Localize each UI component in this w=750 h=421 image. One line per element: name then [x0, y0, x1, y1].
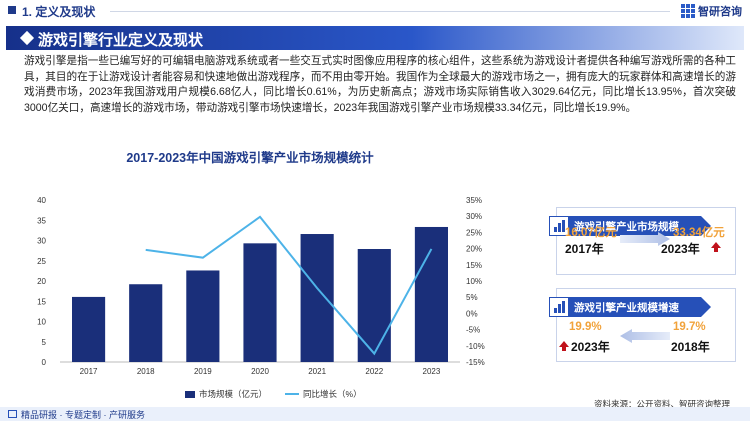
diamond-icon — [19, 30, 35, 46]
bar-2021 — [300, 234, 334, 362]
section-banner: 游戏引擎行业定义及现状 — [6, 26, 744, 50]
x-tick-label: 2018 — [137, 367, 155, 376]
bar-2018 — [129, 284, 163, 362]
market-size-2023-year: 2023年 — [661, 242, 700, 256]
y-right-tick-label: 15% — [466, 261, 482, 270]
source-note: 资料来源：公开资料、智研咨询整理 — [593, 399, 730, 409]
arrow-right-icon — [620, 232, 670, 246]
x-tick-label: 2023 — [423, 367, 441, 376]
x-tick-label: 2022 — [365, 367, 383, 376]
y-left-tick-label: 15 — [37, 297, 46, 306]
chart-title: 2017-2023年中国游戏引擎产业市场规模统计 — [126, 151, 374, 165]
section-marker-icon — [8, 6, 16, 14]
up-arrow-icon — [711, 242, 721, 252]
y-left-tick-label: 25 — [37, 257, 46, 266]
market-size-2017-year: 2017年 — [565, 242, 604, 256]
bar-2022 — [357, 249, 391, 362]
y-left-tick-label: 0 — [42, 358, 47, 367]
growth-2018-year: 2018年 — [671, 340, 710, 354]
growth-rate-card: 游戏引擎产业规模增速 19.9% 2023年 19.7% 2018年 — [549, 288, 736, 362]
brand-logo-icon — [681, 4, 695, 18]
market-size-chart: 0 5 10 15 20 25 30 35 40 -15% -10% -5% 0% 5% 10% 15% 20%… — [37, 196, 485, 376]
banner-title: 游戏引擎行业定义及现状 — [38, 32, 204, 49]
legend-item-line: 同比增长（%） — [285, 388, 362, 400]
y-right-tick-label: -15% — [466, 358, 485, 367]
y-right-tick-label: -5% — [466, 326, 480, 335]
brand-name: 智研咨询 — [698, 6, 742, 18]
legend-line-swatch — [285, 393, 300, 395]
bar-chart-icon — [549, 297, 569, 317]
footer-text: 精品研报 · 专题定制 · 产研服务 — [21, 410, 145, 420]
legend-item-bar: 市场规模（亿元） — [185, 388, 267, 400]
legend-bar-swatch — [185, 390, 195, 398]
y-right-tick-label: 25% — [466, 228, 482, 237]
bar-2020 — [243, 243, 277, 362]
y-left-tick-label: 20 — [37, 277, 46, 286]
y-right-tick-label: 10% — [466, 277, 482, 286]
y-left-tick-label: 5 — [42, 338, 47, 347]
market-size-2023-value: 33.34亿元 — [673, 227, 725, 239]
footer-bar: 精品研报 · 专题定制 · 产研服务 — [0, 407, 750, 421]
report-icon — [8, 410, 17, 418]
arrow-left-icon — [620, 329, 670, 343]
growth-rate-line — [145, 215, 433, 356]
legend-line-label: 同比增长（%） — [303, 389, 362, 399]
y-left-tick-label: 30 — [37, 237, 46, 246]
y-right-tick-label: -10% — [466, 342, 485, 351]
x-tick-label: 2019 — [194, 367, 212, 376]
market-size-card: 游戏引擎产业市场规模 16.07亿元 2017年 33.34亿元 2023年 — [549, 207, 736, 275]
y-right-tick-label: 35% — [466, 196, 482, 205]
growth-rate-card-header: 游戏引擎产业规模增速 — [549, 297, 711, 317]
y-right-tick-label: 5% — [466, 293, 478, 302]
y-right-tick-label: 30% — [466, 212, 482, 221]
growth-rate-card-title: 游戏引擎产业规模增速 — [574, 301, 679, 314]
y-left-tick-label: 35 — [37, 216, 46, 225]
y-right-tick-label: 0% — [466, 309, 478, 318]
chart-legend: 市场规模（亿元） 同比增长（%） — [185, 388, 362, 400]
legend-bar-label: 市场规模（亿元） — [199, 389, 268, 399]
bar-2019 — [186, 270, 220, 362]
section-title: 1. 定义及现状 — [22, 5, 96, 19]
bar-2017 — [72, 296, 106, 362]
header-divider — [110, 11, 670, 12]
growth-2018-value: 19.7% — [673, 321, 706, 333]
y-right-tick-label: 20% — [466, 245, 482, 254]
brand-logo: 智研咨询 — [681, 3, 742, 19]
market-size-card-header: 游戏引擎产业市场规模 — [549, 216, 711, 236]
up-arrow-icon — [559, 341, 569, 351]
top-bar: 1. 定义及现状 智研咨询 — [0, 0, 750, 22]
intro-paragraph: 游戏引擎是指一些已编写好的可编辑电脑游戏系统或者一些交互式实时图像应用程序的核心… — [24, 55, 736, 114]
growth-2023-value: 19.9% — [569, 321, 602, 333]
bar-chart-icon — [549, 216, 569, 236]
bar-2023 — [414, 226, 448, 362]
market-size-card-title: 游戏引擎产业市场规模 — [574, 220, 679, 233]
x-tick-label: 2020 — [251, 367, 269, 376]
x-tick-label: 2021 — [308, 367, 326, 376]
growth-2023-year: 2023年 — [571, 340, 610, 354]
y-left-tick-label: 40 — [37, 196, 46, 205]
y-left-tick-label: 10 — [37, 318, 46, 327]
market-size-2017-value: 16.07亿元 — [565, 227, 617, 239]
x-tick-label: 2017 — [80, 367, 98, 376]
